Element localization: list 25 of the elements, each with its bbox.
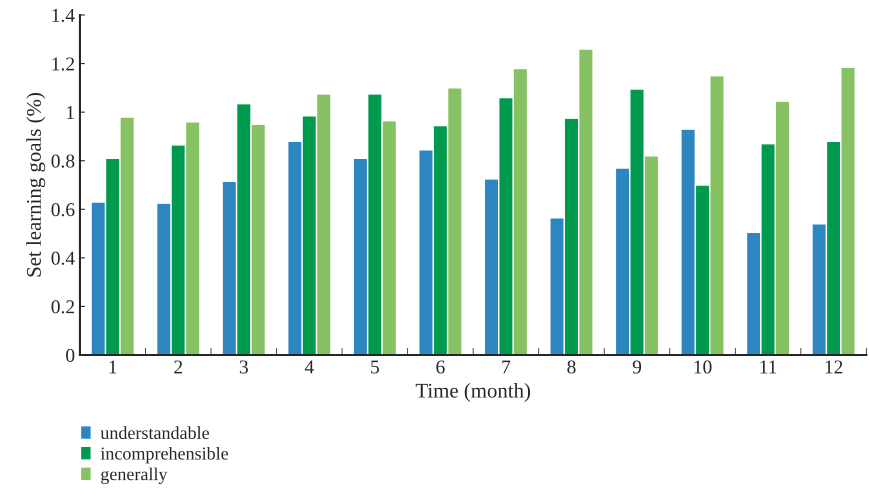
y-tick-label: 1 [67,106,74,119]
legend-label: incomprehensible [100,446,228,464]
x-tick-label: 10 [694,360,712,374]
x-tick-label: 12 [826,360,842,374]
x-tick-label: 2 [174,360,182,374]
x-tick-label: 3 [240,360,248,374]
x-axis-title: Time (month) [416,383,530,402]
x-tick-label: 6 [436,360,445,374]
y-tick-label: 0.2 [52,300,74,314]
legend-label: generally [101,468,168,484]
x-tick-label: 9 [632,360,642,374]
y-tick-label: 0.8 [52,154,74,168]
y-tick-label: 0.6 [52,203,75,216]
x-tick-label: 11 [760,360,776,374]
legend-label: understandable [100,426,209,440]
y-axis-title: Set learning goals (%) [26,93,46,276]
x-tick-label: 4 [304,360,314,374]
y-tick-label: 1.2 [52,57,74,71]
x-tick-label: 7 [502,360,510,374]
x-tick-label: 5 [371,360,379,374]
x-tick-label: 1 [110,360,116,374]
y-tick-label: 0.4 [52,252,75,265]
x-tick-label: 8 [567,360,576,374]
y-tick-label: 0 [66,348,74,362]
y-tick-label: 1.4 [52,8,75,22]
